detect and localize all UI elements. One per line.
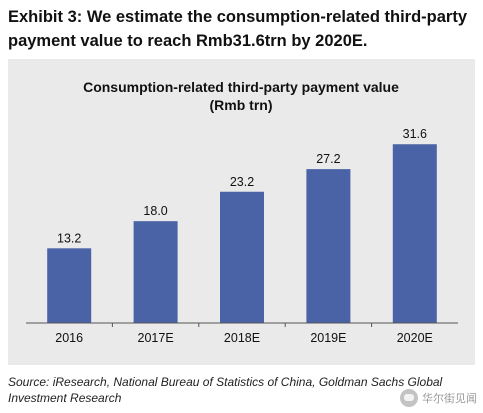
bar-2018e [220, 191, 264, 323]
watermark: 华尔街见闻 [400, 389, 477, 407]
chart-subtitle: (Rmb trn) [210, 97, 273, 113]
tick-label-2020e: 2020E [397, 331, 433, 345]
tick-label-2018e: 2018E [224, 331, 260, 345]
chart-panel: Consumption-related third-party payment … [8, 59, 475, 365]
exhibit-title: Exhibit 3: We estimate the consumption-r… [8, 8, 468, 50]
tick-label-2019e: 2019E [310, 331, 346, 345]
value-label-2018e: 23.2 [230, 175, 254, 189]
bars-group: 13.2 18.0 23.2 27.2 31.6 [47, 127, 437, 323]
chart-title: Consumption-related third-party payment … [83, 79, 399, 95]
value-label-2016: 13.2 [57, 231, 81, 245]
bar-chart: Consumption-related third-party payment … [26, 79, 458, 345]
watermark-text: 华尔街见闻 [422, 392, 477, 405]
value-label-2019e: 27.2 [316, 152, 340, 166]
x-ticks-group: 2016 2017E 2018E 2019E 2020E [55, 323, 433, 345]
bar-2016 [47, 248, 92, 323]
bar-2019e [306, 169, 351, 323]
bar-2017e [133, 221, 178, 323]
bar-2020e [392, 144, 437, 323]
watermark-logo-icon [400, 389, 418, 407]
tick-label-2016: 2016 [55, 331, 83, 345]
source-note: Source: iResearch, National Bureau of St… [8, 375, 443, 405]
value-label-2017e: 18.0 [143, 204, 167, 218]
value-label-2020e: 31.6 [403, 127, 427, 141]
tick-label-2017e: 2017E [138, 331, 174, 345]
